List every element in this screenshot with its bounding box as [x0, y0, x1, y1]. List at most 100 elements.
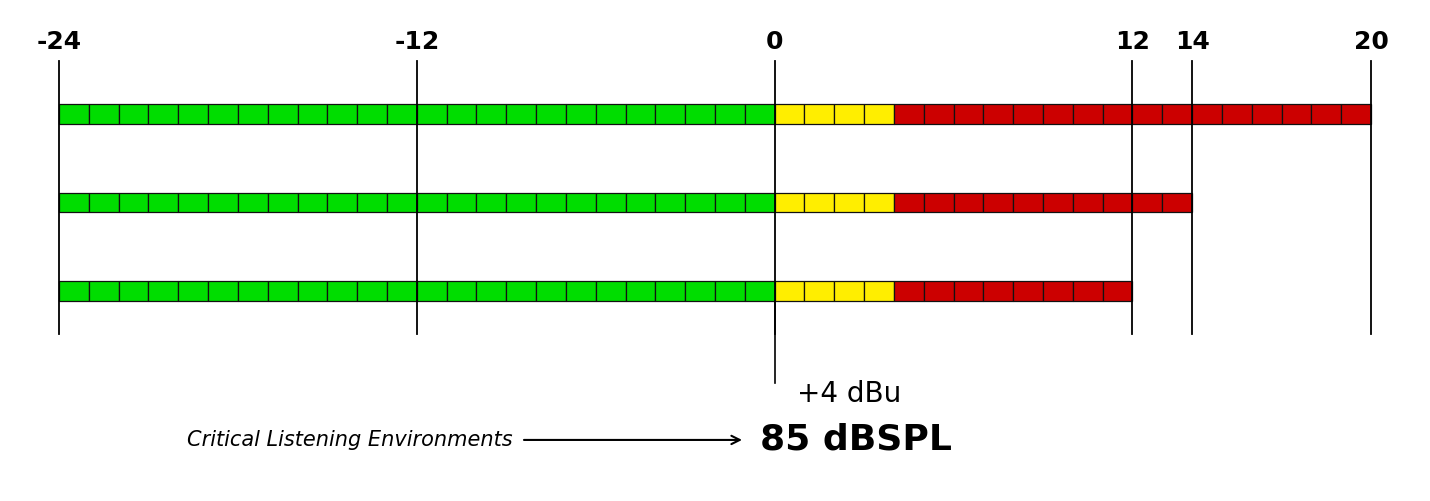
Bar [237, 104, 267, 124]
Bar [446, 104, 476, 124]
Bar [655, 282, 685, 301]
Bar [596, 282, 625, 301]
Bar [119, 282, 149, 301]
Bar [864, 193, 894, 212]
Bar [446, 282, 476, 301]
Bar [149, 193, 179, 212]
Bar [506, 193, 536, 212]
Bar [596, 193, 625, 212]
Bar [506, 104, 536, 124]
Bar [745, 104, 775, 124]
Bar [237, 282, 267, 301]
Text: 20: 20 [1354, 30, 1389, 54]
Bar [358, 193, 388, 212]
Bar [864, 282, 894, 301]
Bar [506, 282, 536, 301]
Text: 0: 0 [766, 30, 784, 54]
Bar [834, 104, 864, 124]
Bar [416, 193, 446, 212]
Bar [805, 193, 834, 212]
Bar [924, 282, 954, 301]
Bar [1042, 193, 1072, 212]
Bar [715, 193, 745, 212]
Bar [388, 282, 416, 301]
Bar [237, 193, 267, 212]
Bar [1103, 282, 1133, 301]
Bar [388, 104, 416, 124]
Bar [775, 104, 805, 124]
Bar [536, 282, 566, 301]
Bar [775, 282, 805, 301]
Bar [715, 282, 745, 301]
Bar [984, 104, 1014, 124]
Bar [476, 104, 506, 124]
Bar [1311, 104, 1341, 124]
Bar [834, 193, 864, 212]
Bar [59, 193, 89, 212]
Bar [476, 193, 506, 212]
Bar [984, 282, 1014, 301]
Bar [1193, 104, 1221, 124]
Bar [1341, 104, 1371, 124]
Bar [625, 193, 655, 212]
Bar [894, 282, 924, 301]
Bar [1163, 193, 1193, 212]
Bar [775, 193, 805, 212]
Bar [864, 104, 894, 124]
Bar [179, 282, 209, 301]
Bar [327, 193, 358, 212]
Bar [655, 193, 685, 212]
Bar [1042, 282, 1072, 301]
Bar [1014, 282, 1042, 301]
Bar [1072, 104, 1103, 124]
Bar [358, 282, 388, 301]
Bar [89, 193, 119, 212]
Bar [149, 104, 179, 124]
Bar [267, 193, 297, 212]
Bar [596, 104, 625, 124]
Bar [416, 282, 446, 301]
Text: Critical Listening Environments: Critical Listening Environments [187, 430, 512, 450]
Text: +4 dBu: +4 dBu [797, 380, 901, 408]
Text: -24: -24 [36, 30, 82, 54]
Bar [209, 282, 237, 301]
Bar [566, 193, 596, 212]
Bar [715, 104, 745, 124]
Bar [685, 282, 715, 301]
Text: 14: 14 [1174, 30, 1210, 54]
Bar [745, 193, 775, 212]
Bar [984, 193, 1014, 212]
Bar [1072, 282, 1103, 301]
Bar [1103, 193, 1133, 212]
Bar [119, 193, 149, 212]
Bar [119, 104, 149, 124]
Bar [655, 104, 685, 124]
Bar [924, 104, 954, 124]
Bar [625, 104, 655, 124]
Bar [179, 104, 209, 124]
Bar [267, 104, 297, 124]
Bar [1103, 104, 1133, 124]
Bar [745, 282, 775, 301]
Text: 85 dBSPL: 85 dBSPL [759, 423, 951, 457]
Bar [924, 193, 954, 212]
Bar [894, 193, 924, 212]
Bar [536, 104, 566, 124]
Bar [1163, 104, 1193, 124]
Bar [476, 282, 506, 301]
Bar [536, 193, 566, 212]
Bar [894, 104, 924, 124]
Bar [954, 193, 984, 212]
Bar [1251, 104, 1281, 124]
Bar [89, 104, 119, 124]
Bar [685, 193, 715, 212]
Bar [1221, 104, 1251, 124]
Bar [685, 104, 715, 124]
Bar [179, 193, 209, 212]
Bar [59, 282, 89, 301]
Text: -12: -12 [395, 30, 439, 54]
Bar [89, 282, 119, 301]
Bar [566, 282, 596, 301]
Bar [209, 193, 237, 212]
Bar [1281, 104, 1311, 124]
